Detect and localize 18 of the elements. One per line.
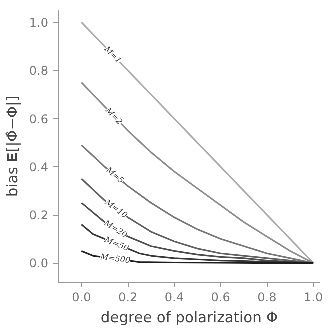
y-axis-title: bias 𝐄[|Φ̂−Φ|] [4, 96, 22, 198]
y-tick-label: 0.8 [29, 64, 49, 78]
x-tick-label: 0.8 [258, 290, 277, 304]
y-tick-label: 0.6 [29, 112, 49, 126]
y-tick-label: 0.0 [29, 256, 49, 271]
x-tick-label: 0.2 [118, 290, 138, 304]
line-series [80, 82, 314, 264]
annotation: M=500 [99, 252, 132, 266]
x-tick-label: 1.0 [304, 290, 324, 304]
x-tick-label: 0.6 [211, 290, 230, 304]
y-tick-label: 1.0 [29, 16, 49, 30]
line-series [80, 144, 314, 264]
x-axis-title: degree of polarization Φ [100, 310, 278, 326]
y-tick-label: 0.4 [29, 160, 49, 174]
x-tick-label: 0.4 [164, 290, 184, 304]
y-tick-label: 0.2 [29, 208, 49, 223]
line-series [80, 22, 314, 264]
x-tick-label: 0.0 [72, 290, 92, 304]
